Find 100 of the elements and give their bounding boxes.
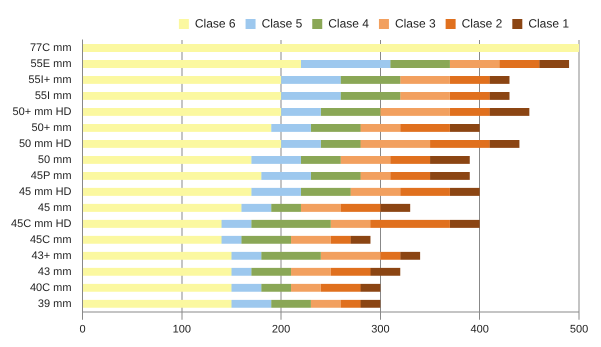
bar — [360, 300, 380, 308]
bar — [281, 92, 341, 100]
bar — [281, 108, 321, 116]
bar — [450, 76, 490, 84]
y-tick-label: 55I mm — [34, 90, 72, 102]
bar — [370, 268, 400, 276]
bar — [261, 284, 292, 292]
y-tick-label: 39 mm — [38, 298, 72, 310]
y-tick-label: 55E mm — [30, 58, 72, 70]
bar — [291, 284, 321, 292]
bar — [400, 124, 450, 132]
bar — [231, 284, 262, 292]
bar — [340, 76, 400, 84]
bar — [380, 252, 400, 260]
y-tick-label: 40C mm — [30, 282, 72, 294]
bar — [310, 172, 361, 180]
bar — [320, 108, 380, 116]
y-tick-label: 45 mm — [38, 202, 72, 214]
y-tick-label: 55I+ mm — [28, 74, 72, 86]
bar — [241, 236, 292, 244]
bar — [330, 268, 370, 276]
bar — [400, 188, 450, 196]
bar — [83, 220, 222, 228]
y-tick-label: 50 mm HD — [18, 138, 72, 150]
bar — [281, 140, 321, 148]
bar — [83, 140, 282, 148]
bar — [430, 140, 490, 148]
bar — [380, 108, 450, 116]
y-tick-label: 45C mm — [30, 234, 72, 246]
bar — [360, 140, 430, 148]
bar — [340, 92, 400, 100]
y-tick-label: 45C mm HD — [10, 218, 72, 230]
bar — [400, 252, 420, 260]
bar — [539, 60, 570, 68]
legend-label: Clase 2 — [462, 16, 503, 30]
bar — [83, 124, 272, 132]
y-tick-label: 45 mm HD — [18, 186, 72, 198]
bar — [83, 76, 282, 84]
x-tick-label: 100 — [172, 323, 191, 336]
bar — [310, 300, 341, 308]
bar — [350, 188, 400, 196]
bar — [291, 236, 331, 244]
bar — [370, 220, 450, 228]
bar — [231, 300, 272, 308]
bar — [83, 44, 579, 52]
bar — [83, 268, 232, 276]
y-tick-label: 43 mm — [38, 266, 72, 278]
bar — [450, 220, 480, 228]
bar — [271, 124, 311, 132]
bar — [330, 220, 370, 228]
legend-label: Clase 1 — [528, 16, 570, 30]
bar — [83, 300, 232, 308]
bar — [340, 300, 361, 308]
bar — [320, 252, 380, 260]
bar — [300, 188, 351, 196]
bar — [83, 108, 282, 116]
bar — [340, 156, 390, 164]
bar — [340, 204, 380, 212]
bar — [360, 172, 390, 180]
y-tick-label: 77C mm — [30, 42, 72, 54]
x-tick-label: 500 — [570, 323, 588, 336]
bar — [231, 252, 262, 260]
bar — [83, 60, 301, 68]
bar — [360, 284, 380, 292]
legend-label: Clase 5 — [262, 16, 303, 30]
bar — [222, 236, 242, 244]
y-tick-label: 50 mm — [38, 154, 72, 166]
x-tick-label: 200 — [272, 323, 290, 336]
bar — [83, 284, 232, 292]
bar — [231, 268, 252, 276]
y-tick-label: 50+ mm — [31, 122, 72, 134]
legend-label: Clase 3 — [394, 16, 436, 30]
bar — [83, 188, 252, 196]
bar — [500, 60, 540, 68]
bar — [300, 156, 341, 164]
bar — [251, 188, 301, 196]
y-tick-label: 43+ mm — [31, 250, 72, 262]
bar — [360, 124, 400, 132]
bar — [390, 156, 430, 164]
bar — [490, 76, 510, 84]
bar — [281, 76, 341, 84]
bar — [430, 156, 470, 164]
bar — [261, 172, 311, 180]
bar — [300, 204, 341, 212]
bar — [450, 188, 480, 196]
legend-label: Clase 6 — [194, 16, 236, 30]
bar — [83, 92, 282, 100]
bar — [251, 268, 292, 276]
bar — [83, 172, 262, 180]
bar — [83, 204, 242, 212]
bar — [380, 204, 410, 212]
bar — [430, 172, 470, 180]
bar — [490, 140, 520, 148]
bar — [241, 204, 272, 212]
bar — [251, 220, 331, 228]
bar — [83, 236, 222, 244]
bar — [261, 252, 321, 260]
bar — [490, 108, 530, 116]
y-tick-label: 45P mm — [30, 170, 72, 182]
bar — [450, 92, 490, 100]
